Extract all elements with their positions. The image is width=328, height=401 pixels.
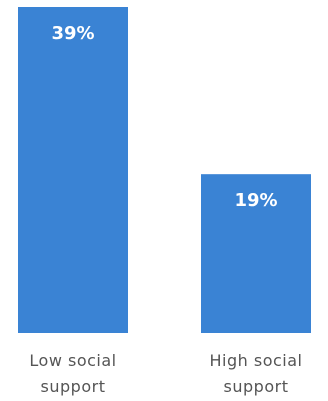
category-labels-group: Low social support High social support: [29, 351, 302, 396]
category-label-line: support: [224, 377, 289, 396]
category-label-0: Low social support: [29, 351, 116, 396]
bars-group: 39% 19%: [18, 7, 311, 333]
category-label-line: support: [41, 377, 106, 396]
bar-value-label-1: 19%: [234, 190, 277, 211]
category-label-line: Low social: [29, 351, 116, 370]
category-label-line: High social: [210, 351, 303, 370]
bar-value-label-0: 39%: [51, 23, 94, 44]
category-label-1: High social support: [210, 351, 303, 396]
bar-0: [18, 7, 128, 333]
bar-1: [201, 174, 311, 333]
